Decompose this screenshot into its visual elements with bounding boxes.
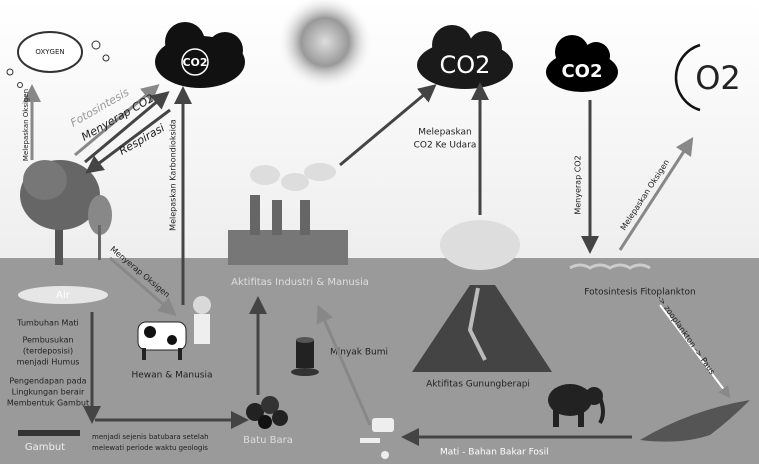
elephant [548, 384, 605, 427]
sky [0, 0, 759, 258]
arrow [74, 84, 160, 157]
arrow [659, 304, 731, 399]
phytoplankton-label: Fotosintesis Fitoplankton [584, 288, 696, 298]
animals [137, 296, 211, 360]
text-line: Membentuk Gambut [7, 399, 89, 408]
text-line: menjadi sejenis batubara setelah [92, 433, 209, 441]
text-line: Pembusukan [22, 336, 73, 345]
arrow [618, 136, 694, 251]
arrow [109, 256, 177, 316]
water-label: Air [56, 290, 71, 301]
arrow-label: Melepaskan [418, 128, 472, 138]
animals-label: Hewan & Manusia [131, 371, 212, 381]
industry-label: Aktifitas Industri & Manusia [231, 277, 369, 288]
arrow-label: Melepaskan Oksigen [22, 89, 30, 161]
o2-label: O2 [695, 59, 741, 97]
co2-label: CO2 [561, 61, 602, 82]
arrow-label: Melepaskan Karbondioksida [169, 119, 178, 231]
volcano [412, 220, 552, 372]
text-line: menjadi Humus [17, 358, 80, 367]
text-line: (terdeposisi) [23, 347, 73, 356]
oil-label: Minyak Bumi [330, 348, 388, 358]
dead-plants-label: Tumbuhan Mati [16, 319, 78, 328]
tree [20, 160, 112, 265]
arrow [84, 91, 170, 164]
co2-cloud-left: CO2 [155, 22, 245, 88]
fossil-fuel-label: Mati - Bahan Bakar Fosil [440, 448, 549, 458]
co2-label: CO2 [440, 51, 491, 79]
text-line: Pengendapan pada [9, 377, 86, 386]
text-line: melewati periode waktu geologis [92, 444, 208, 452]
volcano-label: Aktifitas Gunungberapi [426, 380, 530, 390]
oxygen-cloud: OXYGEN [6, 31, 110, 88]
factory [228, 163, 348, 265]
oil-barrel [291, 337, 319, 376]
arrow-label: Menyerap CO2 [574, 155, 583, 214]
o2-symbol: O2 [674, 43, 741, 112]
oxygen-label: OXYGEN [35, 48, 64, 56]
arrow [339, 84, 437, 167]
co2-cloud-center: CO2 [417, 25, 513, 89]
coal [246, 396, 288, 429]
fossil [360, 418, 394, 459]
arrow-label: CO2 Ke Udara [414, 141, 477, 151]
peat-label: Gambut [25, 442, 65, 453]
arrow [85, 108, 171, 174]
text-line: Lingkungan berair [12, 388, 85, 397]
co2-label: CO2 [182, 56, 207, 69]
coal-label: Batu Bara [243, 435, 293, 446]
water-ellipse [18, 286, 108, 304]
sun [277, 0, 373, 90]
arrow [316, 304, 372, 426]
plankton [569, 263, 651, 270]
co2-cloud-right: CO2 [546, 35, 618, 92]
whale [640, 400, 750, 442]
peat-layer [18, 430, 80, 436]
